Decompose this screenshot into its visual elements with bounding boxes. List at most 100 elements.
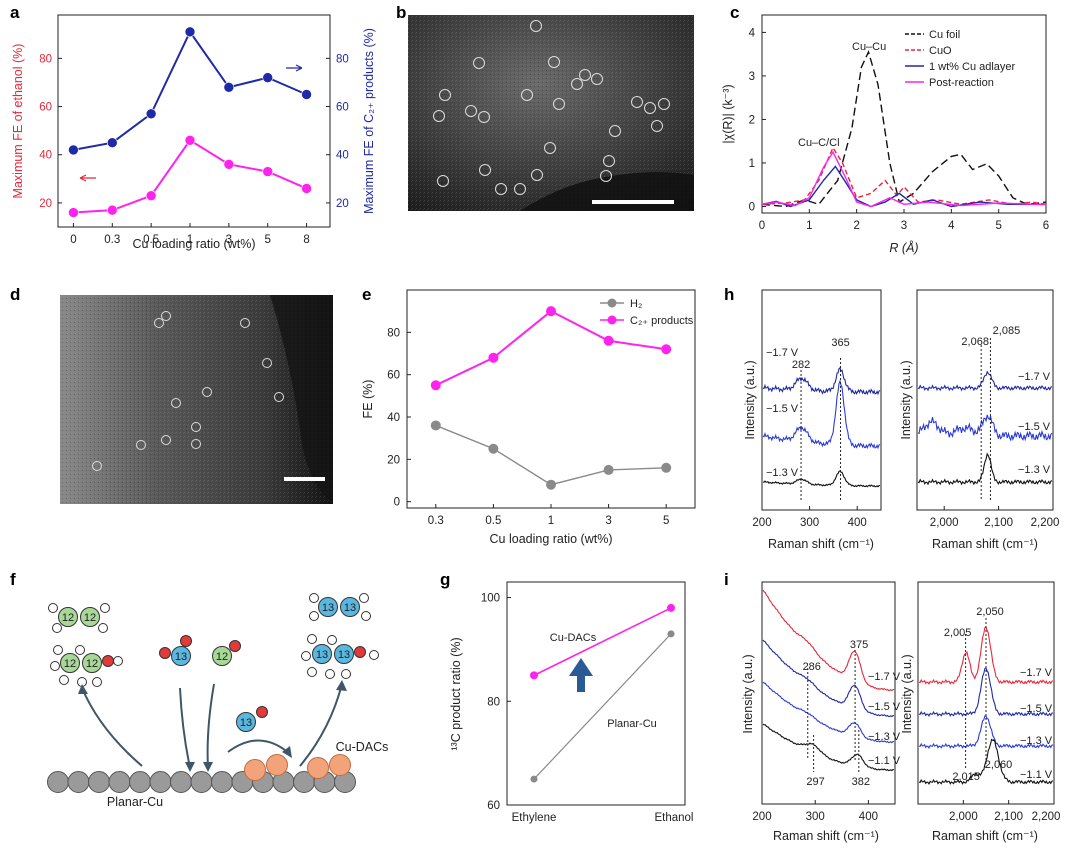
panel-f-carbon-atom-c12 (60, 653, 80, 673)
panel-i-left-trace (762, 639, 895, 718)
panel-label-h: h (724, 285, 734, 304)
panel-f-oxygen-atom (180, 635, 192, 647)
panel-a-ticks: 0 0.3 0.5 1 3 5 8 20 20 40 40 60 60 80 80 (39, 53, 349, 246)
panel-f-dac-cu-atom (329, 754, 351, 776)
panel-e-xtick-label: 5 (663, 515, 669, 527)
panel-f-oxygen-atom (102, 655, 114, 667)
panel-a-xtick-label: 0.3 (104, 234, 120, 246)
panel-f-arrowhead-adsorb (282, 746, 292, 758)
panel-h-right-ylabel: Intensity (a.u.) (899, 360, 913, 439)
panel-c-legend-label: Post-reaction (929, 77, 994, 89)
panel-d-atom-circle (161, 311, 171, 321)
panel-i-chart: Intensity (a.u.) Intensity (a.u.) Raman … (741, 581, 1060, 843)
panel-h-left-trace (762, 470, 881, 488)
panel-h-left-potential-label: −1.3 V (766, 467, 799, 479)
panel-d-atom-circle (202, 387, 212, 397)
panel-i-peak-label: 286 (803, 661, 821, 673)
panel-f-hydrogen-atom (92, 677, 102, 687)
panel-f-atom-label: 12 (62, 612, 74, 624)
panel-g-xtick-label: Ethylene (512, 812, 557, 824)
panel-a-ytick-label-left: 60 (39, 102, 52, 114)
panel-i-peak-label: 2,050 (976, 606, 1004, 618)
panel-b-atom-markers (433, 20, 670, 195)
panel-f-hydrogen-atom (100, 603, 110, 613)
panel-b-atom-circle (495, 183, 507, 195)
panel-f-arrow-left (81, 687, 143, 767)
panel-a-data-point (145, 108, 157, 120)
panel-g-data-point (667, 630, 675, 638)
panel-g-ylabel: ¹³C product ratio (%) (449, 637, 463, 750)
panel-f-atom-label: 13 (322, 602, 334, 614)
panel-a-xtick-label: 0 (70, 234, 76, 246)
panel-c-xtick-label: 0 (759, 220, 765, 232)
panel-g-series-line (533, 633, 672, 780)
panel-e-legend-label: H₂ (630, 298, 642, 310)
panel-b-atom-circle (603, 155, 615, 167)
panel-f-atom-label: 13 (240, 717, 252, 729)
panel-a-data-point (262, 166, 274, 177)
panel-c-xtick-label: 1 (806, 220, 812, 232)
panel-h-chart: Intensity (a.u.) Intensity (a.u.) Raman … (743, 289, 1059, 551)
panel-f-hydrogen-atom (53, 645, 63, 655)
panel-a-xtick-label: 8 (303, 234, 309, 246)
panel-d-atom-markers (92, 311, 284, 471)
panel-f-atom-label: 13 (175, 651, 187, 663)
panel-h-right-potential-label: −1.5 V (1018, 421, 1051, 433)
panel-c-frame (761, 14, 1047, 214)
panel-a-data-point (68, 207, 79, 218)
panel-b-atom-circle (600, 170, 612, 182)
panel-e-data-point (661, 344, 672, 355)
panel-b-micrograph (408, 15, 694, 211)
panel-f-cu-surface-atom (190, 771, 213, 793)
panel-b-atom-circle (644, 102, 656, 114)
panel-f-carbon-atom-c13 (340, 597, 360, 617)
panel-f-hydrogen-atom (50, 661, 60, 671)
panel-h-right-trace (917, 414, 1053, 442)
panel-e-data-point (546, 306, 556, 317)
panel-i-left-xtick-label: 200 (752, 811, 771, 823)
panel-e-ylabel: FE (%) (361, 380, 375, 419)
panel-c-legend-label: 1 wt% Cu adlayer (929, 61, 1016, 73)
panel-a-series (68, 26, 312, 218)
panel-label-d: d (10, 285, 20, 304)
panel-d-atom-circle (154, 318, 164, 328)
panel-i-left-trace (762, 681, 895, 744)
panel-h-right-xtick-label: 2,100 (984, 517, 1013, 529)
panel-a-ytick-label-right: 20 (336, 198, 349, 210)
panel-f-atom-label: 13 (316, 649, 328, 661)
panel-g-series-line (533, 607, 672, 677)
panel-b-atom-circle (553, 98, 565, 110)
panel-c-legend: Cu foil CuO 1 wt% Cu adlayer Post-reaction (905, 29, 1016, 89)
panel-i-right-ylabel: Intensity (a.u.) (900, 654, 914, 733)
panel-c-legend-label: Cu foil (929, 29, 960, 41)
panel-f-hydrogen-atom (307, 667, 317, 677)
panel-f-carbon-atom-c13 (334, 644, 354, 664)
panel-b-atom-circle (439, 89, 451, 101)
panel-a-ylabel-left: Maximum FE of ethanol (%) (11, 44, 25, 199)
panel-e-data-point (488, 352, 499, 363)
panel-b-atom-circle (591, 73, 603, 85)
panel-e-ytick-label: 80 (387, 327, 400, 339)
panel-f-arrowhead-mid1 (185, 762, 195, 772)
panel-d-atom-circle (240, 318, 250, 328)
panel-i-peak-label: 2,060 (985, 759, 1013, 771)
panel-c-ytick-label: 3 (749, 71, 755, 83)
panel-h-left-potential-label: −1.5 V (766, 403, 799, 415)
panel-e-xtick-label: 1 (548, 515, 554, 527)
panel-c-ylabel: |χ(R)| (k⁻³) (721, 84, 735, 143)
panel-f-arrow-adsorb (227, 739, 291, 755)
panel-e-chart: FE (%) Cu loading ratio (wt%) 0.3 0.5 1 3 50… (361, 289, 696, 546)
panel-h-series (762, 366, 1053, 488)
panel-label-i: i (724, 570, 729, 589)
panel-f-carbon-atom-c13 (171, 646, 191, 666)
panel-c-annotation-cucu: Cu–Cu (852, 41, 886, 53)
panel-g-ytick-label: 100 (481, 593, 500, 605)
panel-e-data-point (661, 462, 672, 473)
panel-a-ytick-label-right: 40 (336, 150, 349, 162)
panel-f-arrowhead-right (336, 680, 347, 691)
panel-f-oxygen-atom (159, 647, 171, 659)
panel-d-scale-bar (284, 477, 325, 481)
panel-f-atom-label: 12 (216, 651, 228, 663)
